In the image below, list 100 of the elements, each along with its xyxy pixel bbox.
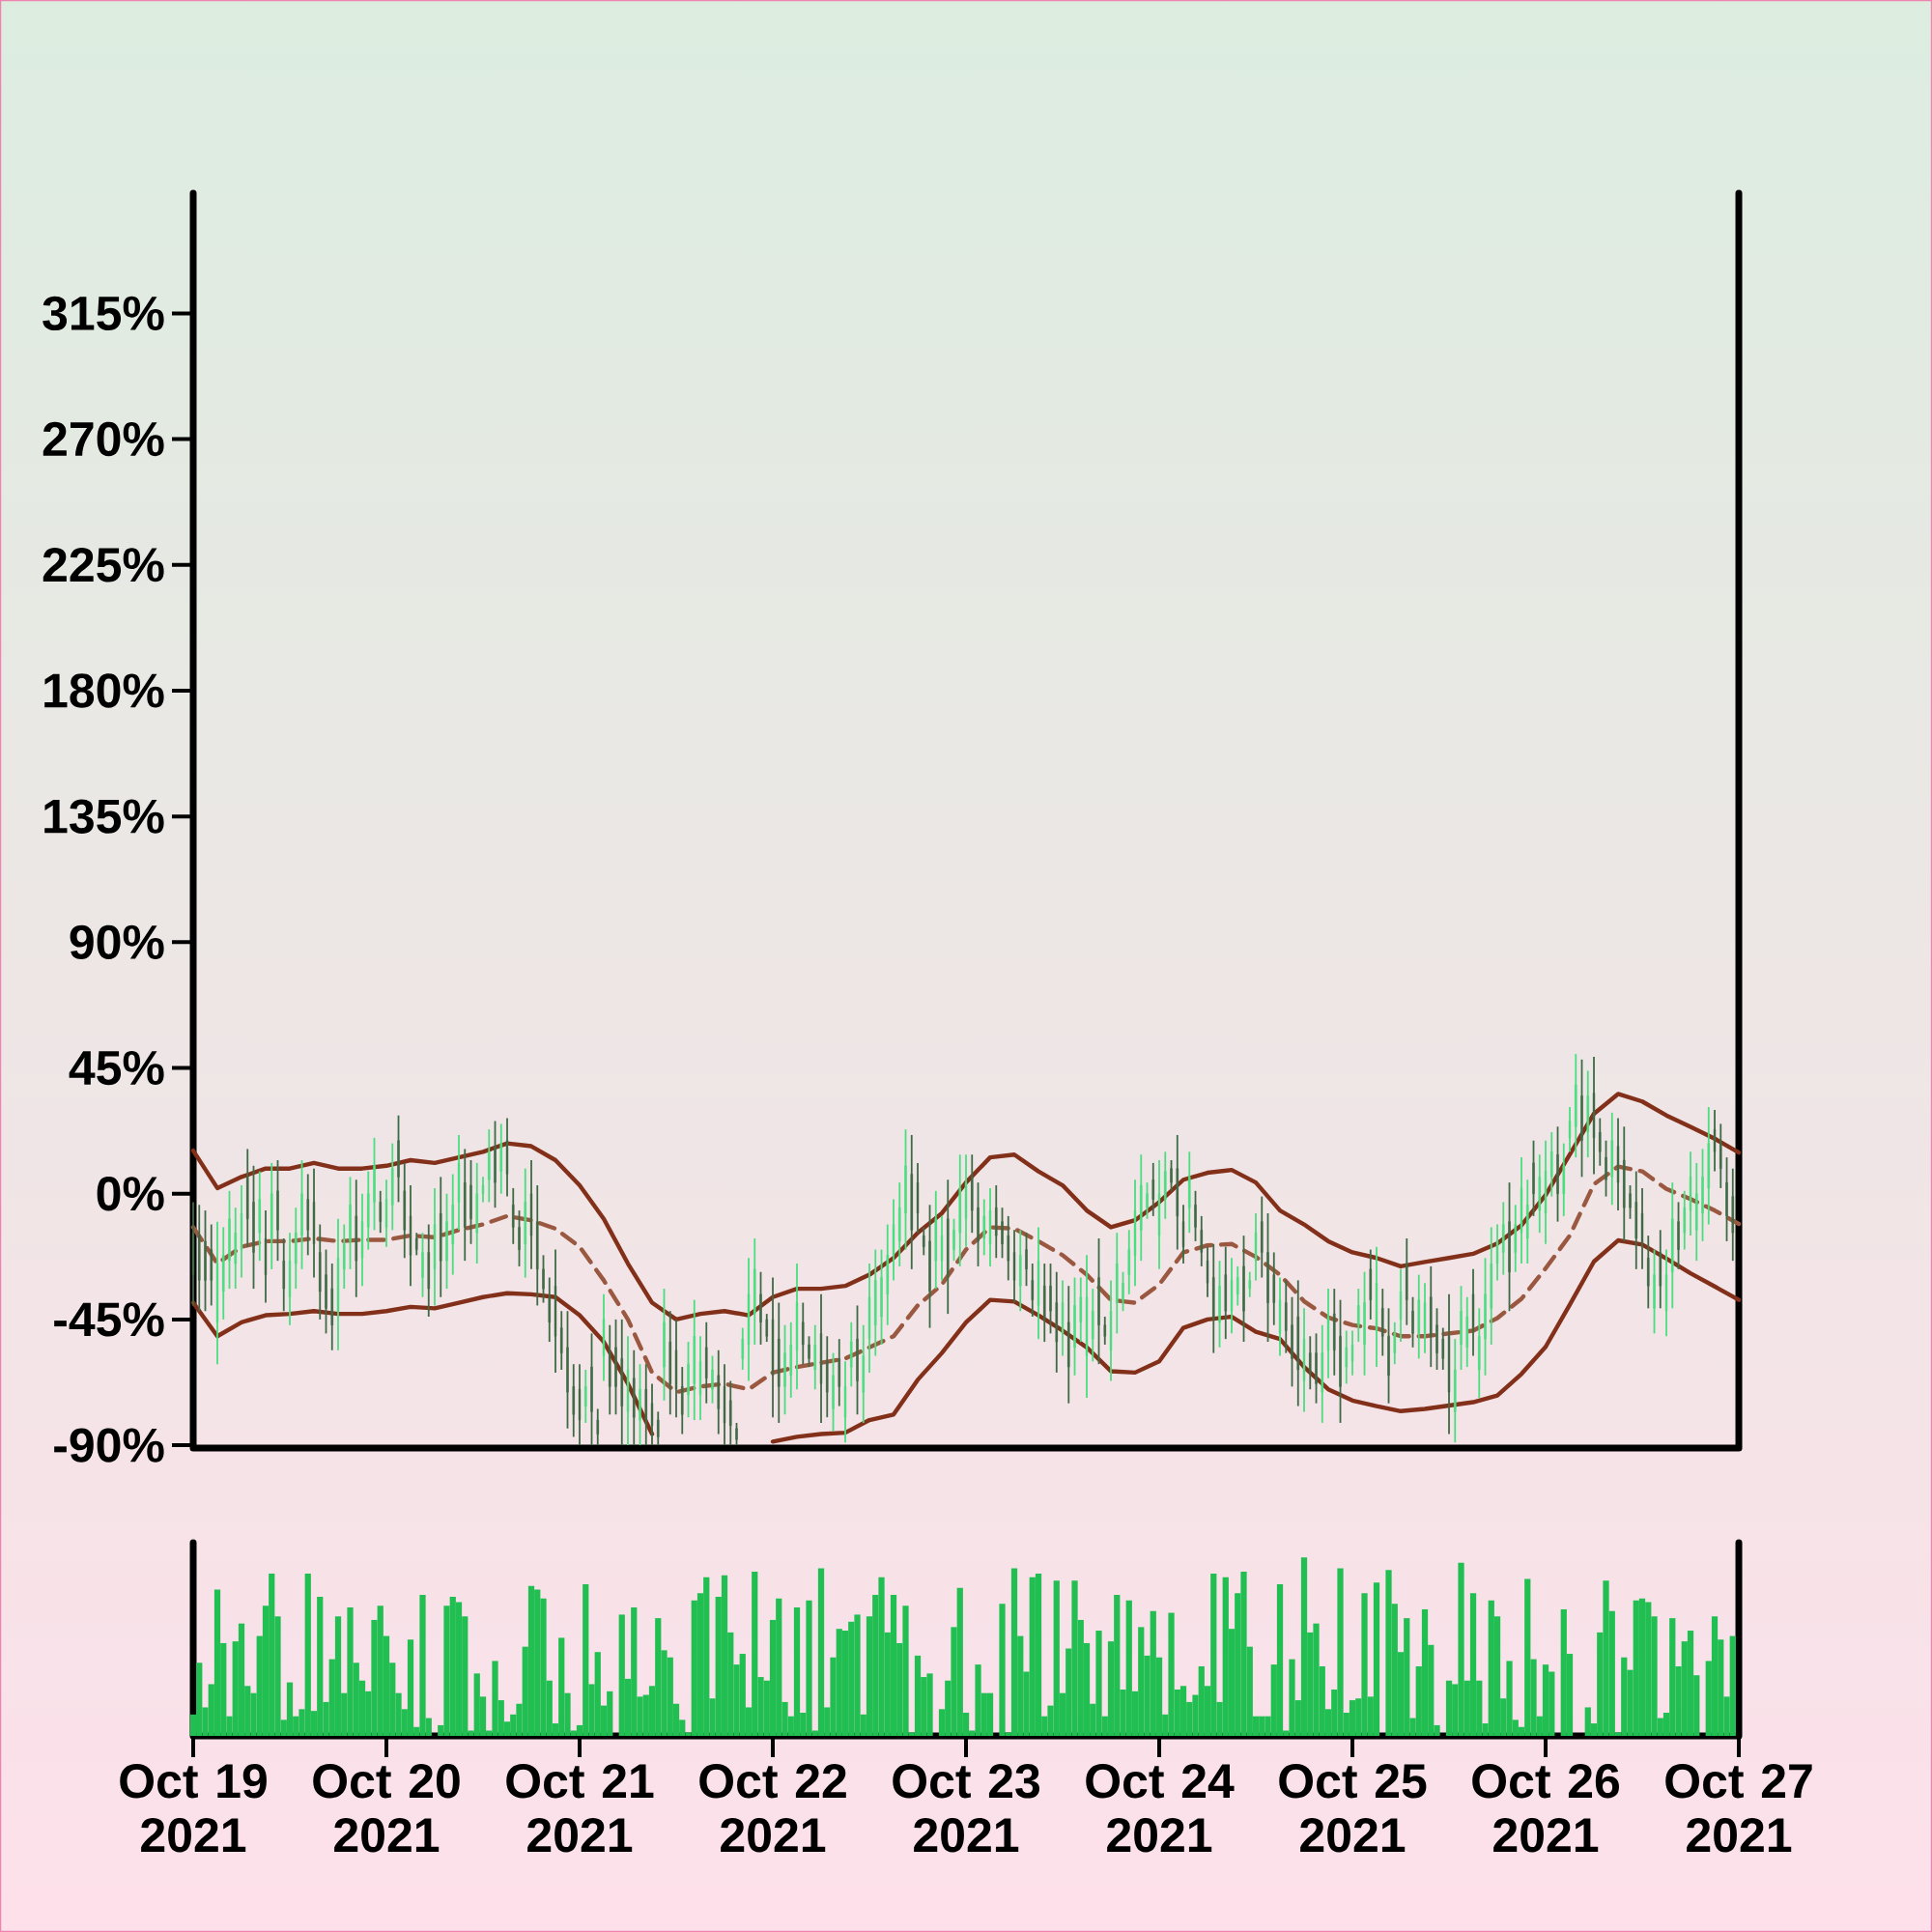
candlestick bbox=[1285, 1279, 1288, 1354]
candlestick bbox=[1272, 1251, 1275, 1326]
candlestick bbox=[620, 1319, 623, 1446]
candlestick bbox=[1441, 1326, 1444, 1371]
candlestick bbox=[1550, 1131, 1553, 1198]
candlestick bbox=[1067, 1285, 1070, 1405]
candlestick bbox=[1381, 1288, 1384, 1357]
candlestick bbox=[1478, 1307, 1481, 1399]
candlestick bbox=[705, 1321, 708, 1405]
candlestick bbox=[783, 1323, 786, 1416]
candlestick bbox=[1653, 1248, 1656, 1335]
candlestick bbox=[838, 1338, 840, 1407]
candlestick bbox=[367, 1170, 370, 1251]
x-tick-label: Oct 24 2021 bbox=[1086, 1764, 1235, 1853]
x-tick-label: Oct 25 2021 bbox=[1279, 1764, 1427, 1853]
candlestick bbox=[711, 1354, 714, 1405]
candlestick bbox=[681, 1366, 684, 1435]
candlestick bbox=[1333, 1288, 1336, 1377]
candlestick bbox=[379, 1189, 382, 1235]
y-tick-label: 90% bbox=[70, 924, 164, 960]
candlestick bbox=[904, 1128, 907, 1251]
candlestick bbox=[947, 1179, 950, 1316]
candlestick bbox=[1677, 1201, 1680, 1270]
candlestick bbox=[663, 1288, 666, 1402]
candlestick bbox=[1695, 1161, 1698, 1263]
candlestick bbox=[234, 1207, 237, 1290]
candlestick bbox=[1411, 1295, 1414, 1349]
candlestick bbox=[451, 1173, 454, 1276]
candlestick bbox=[1465, 1295, 1468, 1368]
candlestick bbox=[657, 1410, 660, 1446]
y-tick-label: 225% bbox=[43, 548, 164, 582]
candlestick bbox=[512, 1187, 515, 1245]
candlestick bbox=[778, 1301, 781, 1424]
candlestick bbox=[1001, 1207, 1004, 1260]
candlestick bbox=[1127, 1229, 1130, 1295]
candlestick bbox=[1671, 1181, 1674, 1310]
candlestick bbox=[952, 1217, 955, 1263]
candlestick bbox=[1406, 1237, 1408, 1326]
candlestick bbox=[1321, 1323, 1323, 1424]
candlestick bbox=[971, 1153, 974, 1235]
candlestick bbox=[306, 1173, 309, 1257]
candlestick bbox=[494, 1120, 497, 1209]
candlestick bbox=[499, 1122, 502, 1195]
candlestick bbox=[1538, 1153, 1541, 1235]
candlestick bbox=[1019, 1229, 1022, 1313]
candlestick bbox=[1345, 1329, 1348, 1385]
candlestick bbox=[1097, 1237, 1100, 1366]
candlestick bbox=[880, 1248, 883, 1346]
candlestick bbox=[295, 1207, 298, 1290]
candlestick bbox=[1605, 1139, 1607, 1198]
candlestick bbox=[1417, 1273, 1420, 1360]
candlestick bbox=[1701, 1148, 1704, 1242]
candlestick bbox=[650, 1382, 654, 1446]
candlestick bbox=[1007, 1214, 1009, 1282]
candlestick bbox=[282, 1237, 285, 1313]
x-tick-label: Oct 19 2021 bbox=[120, 1764, 267, 1853]
candlestick bbox=[826, 1335, 829, 1419]
candlestick bbox=[1043, 1263, 1046, 1343]
candlestick bbox=[536, 1184, 539, 1307]
candlestick bbox=[1502, 1201, 1505, 1276]
candlestick bbox=[1242, 1235, 1245, 1343]
candlestick bbox=[1339, 1298, 1342, 1424]
candlestick bbox=[693, 1298, 696, 1421]
candlestick bbox=[633, 1349, 636, 1446]
candlestick bbox=[276, 1159, 279, 1263]
candlestick bbox=[1206, 1245, 1209, 1298]
candlestick bbox=[1200, 1214, 1203, 1267]
y-tick-label: 270% bbox=[43, 421, 164, 457]
candlestick bbox=[729, 1379, 732, 1446]
candlestick bbox=[596, 1407, 599, 1446]
candlestick bbox=[475, 1161, 478, 1264]
candlestick bbox=[1266, 1212, 1269, 1343]
candlestick bbox=[1073, 1276, 1076, 1377]
y-tick-label: 315% bbox=[43, 296, 164, 331]
candlestick bbox=[397, 1114, 400, 1204]
candlestick bbox=[1495, 1223, 1499, 1282]
candlestick bbox=[1369, 1248, 1372, 1321]
candlestick bbox=[717, 1349, 720, 1435]
candlestick bbox=[300, 1159, 303, 1270]
candlestick bbox=[1460, 1285, 1463, 1371]
candlestick bbox=[1151, 1161, 1154, 1217]
candlestick bbox=[1526, 1179, 1529, 1264]
candlestick bbox=[1508, 1181, 1511, 1313]
candlestick bbox=[886, 1223, 889, 1326]
candlestick bbox=[1568, 1106, 1572, 1153]
candlestick bbox=[319, 1223, 322, 1321]
candlestick bbox=[1683, 1189, 1686, 1251]
candlestick bbox=[421, 1232, 424, 1298]
candlestick bbox=[464, 1148, 467, 1263]
candlestick bbox=[977, 1181, 980, 1267]
candlestick bbox=[1731, 1167, 1734, 1263]
candlestick bbox=[765, 1313, 768, 1343]
candlestick bbox=[1079, 1276, 1082, 1343]
candlestick bbox=[759, 1270, 762, 1346]
candlestick bbox=[934, 1189, 937, 1290]
candlestick bbox=[566, 1310, 569, 1430]
candlestick bbox=[958, 1153, 961, 1267]
candlestick bbox=[1363, 1270, 1366, 1377]
candlestick bbox=[524, 1167, 526, 1279]
line-series bbox=[190, 1092, 1742, 1322]
